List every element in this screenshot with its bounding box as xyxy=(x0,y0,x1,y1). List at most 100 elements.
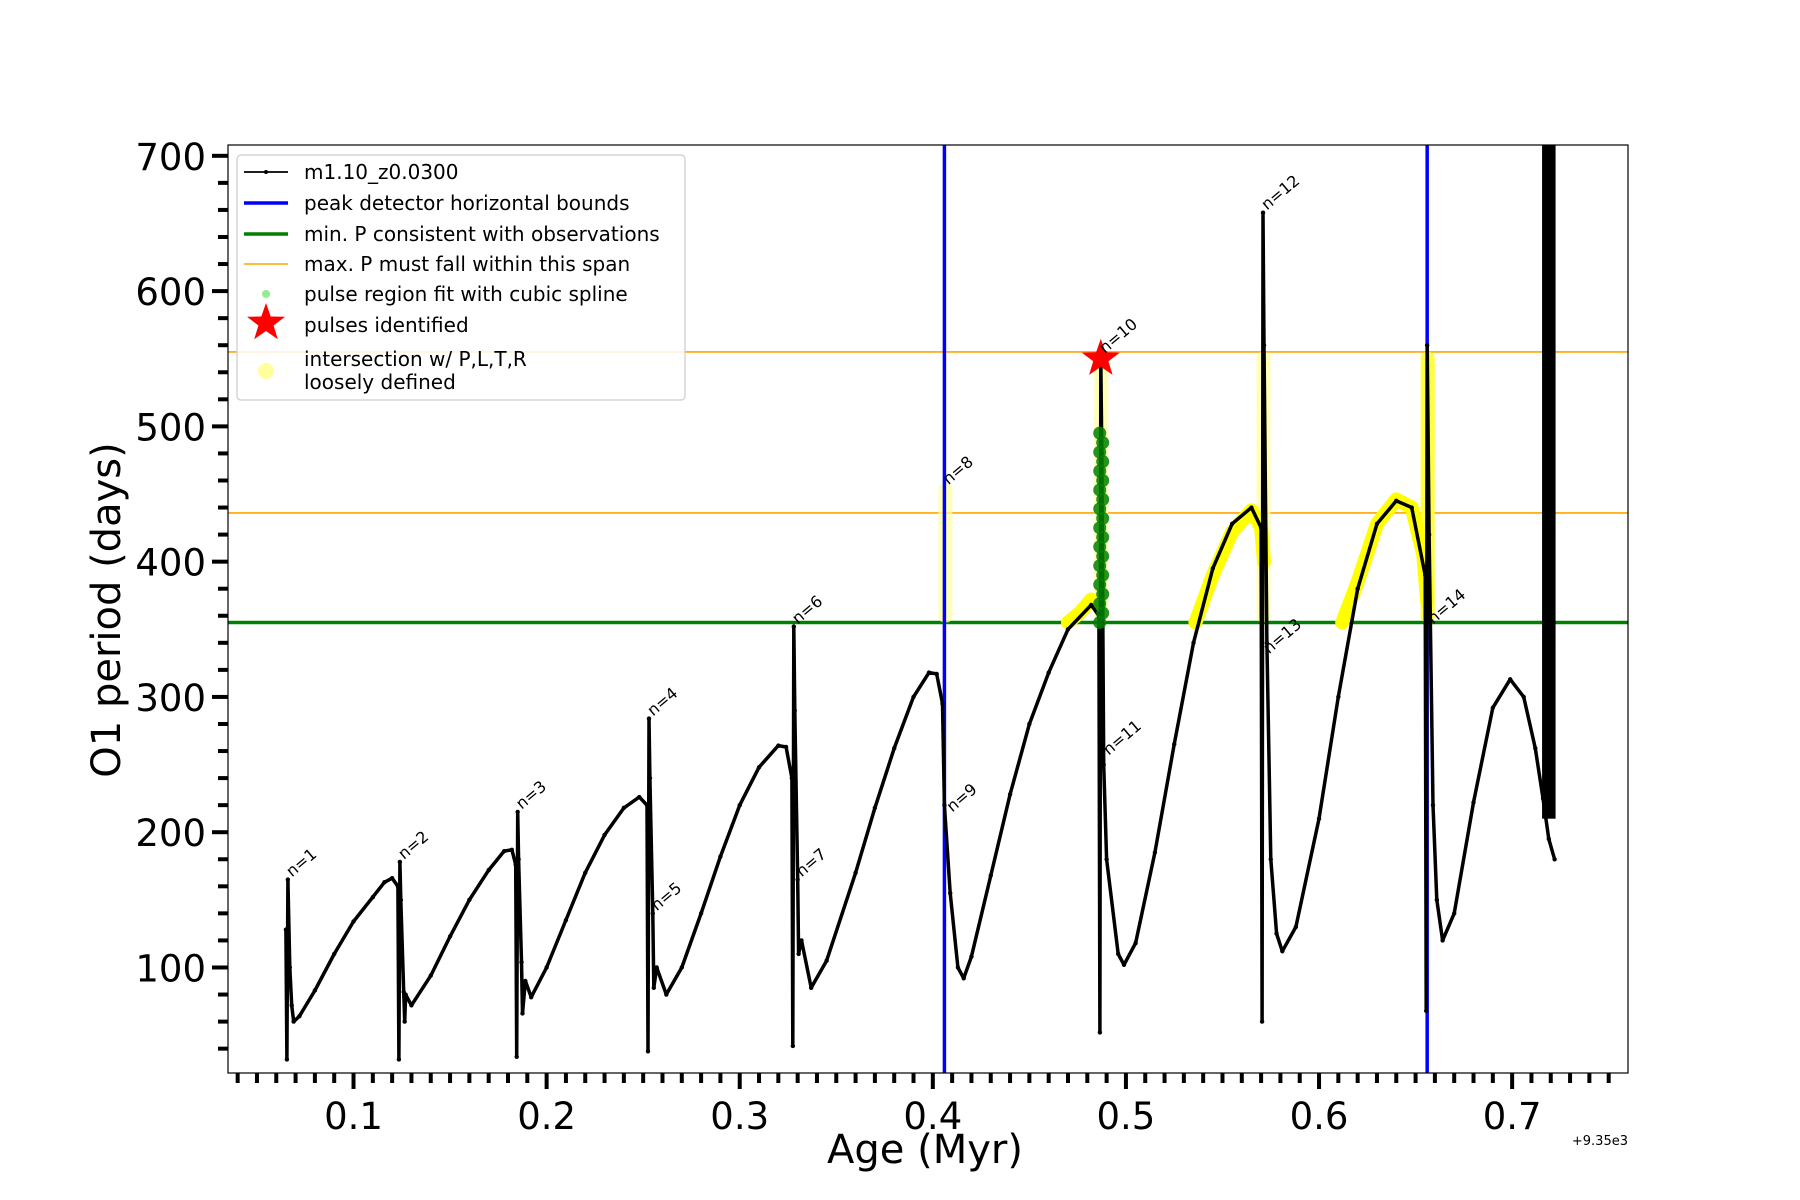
track-point-15 xyxy=(396,1057,402,1062)
track-point-4 xyxy=(287,965,292,970)
track-point-33 xyxy=(520,1011,525,1016)
x-tick-label-1: 0.1 xyxy=(324,1095,383,1138)
track-point-55 xyxy=(776,743,781,748)
track-point-43 xyxy=(645,1049,651,1054)
track-point-54 xyxy=(756,765,762,770)
y-tick-label-1: 100 xyxy=(135,947,206,990)
track-point-106 xyxy=(1280,949,1285,954)
legend-handle-6 xyxy=(247,303,285,340)
legend-label-7: intersection w/ P,L,T,R xyxy=(304,347,527,371)
track-point-29 xyxy=(514,1054,519,1059)
y-tick-label-3: 300 xyxy=(135,677,206,720)
track-point-99 xyxy=(1258,525,1264,531)
track-point-40 xyxy=(621,805,627,811)
x-offset-label: +9.35e3 xyxy=(1572,1134,1628,1149)
y-tick-label-2: 200 xyxy=(135,812,206,855)
track-point-46 xyxy=(650,911,656,916)
track-point-10 xyxy=(351,919,356,924)
track-point-90 xyxy=(1116,951,1121,957)
track-point-101 xyxy=(1260,210,1266,215)
x-tick-label-5: 0.5 xyxy=(1097,1095,1156,1138)
legend-handle-dot-1 xyxy=(264,170,268,174)
track-point-104 xyxy=(1268,857,1273,862)
track-point-116 xyxy=(1424,343,1430,348)
track-point-35 xyxy=(528,995,534,1000)
legend-label-7-line2: loosely defined xyxy=(304,370,456,394)
track-point-19 xyxy=(402,1019,407,1024)
legend-handle-7 xyxy=(258,363,274,379)
track-point-44 xyxy=(646,716,652,721)
track-point-47 xyxy=(651,985,656,990)
track-point-88 xyxy=(1101,762,1106,767)
track-point-77 xyxy=(969,954,974,959)
pulse-identified-star xyxy=(1081,338,1120,375)
track-point-63 xyxy=(799,938,804,943)
track-point-72 xyxy=(940,701,945,706)
track-point-98 xyxy=(1249,505,1254,510)
track-point-27 xyxy=(509,847,515,852)
track-point-70 xyxy=(926,670,932,675)
track-point-120 xyxy=(1440,938,1445,943)
track-point-5 xyxy=(289,1003,294,1008)
track-point-34 xyxy=(523,978,528,984)
track-point-26 xyxy=(501,848,507,854)
track-point-128 xyxy=(1546,836,1552,842)
track-point-114 xyxy=(1423,572,1428,578)
x-tick-label-6: 0.6 xyxy=(1290,1095,1349,1138)
legend-label-4: max. P must fall within this span xyxy=(304,252,630,276)
track-point-92 xyxy=(1133,940,1138,946)
track-point-52 xyxy=(718,854,723,859)
legend-label-2: peak detector horizontal bounds xyxy=(304,191,630,215)
track-point-93 xyxy=(1152,850,1158,855)
track-point-28 xyxy=(513,862,518,867)
track-point-12 xyxy=(382,880,387,885)
track-point-81 xyxy=(1046,670,1051,675)
track-point-105 xyxy=(1274,931,1279,936)
x-tick-label-7: 0.7 xyxy=(1483,1095,1542,1138)
track-point-57 xyxy=(789,775,795,781)
pulse-fit-point-21 xyxy=(1093,426,1107,440)
track-point-49 xyxy=(664,992,669,997)
x-tick-label-4: 0.4 xyxy=(903,1095,962,1138)
track-point-80 xyxy=(1027,721,1032,727)
track-point-97 xyxy=(1229,521,1235,526)
track-point-112 xyxy=(1394,498,1399,503)
y-tick-label-4: 400 xyxy=(135,542,206,585)
y-tick-label-6: 600 xyxy=(135,271,206,314)
track-point-51 xyxy=(698,911,704,916)
track-point-37 xyxy=(563,917,569,923)
x-tick-label-2: 0.2 xyxy=(517,1095,576,1138)
track-point-58 xyxy=(790,1043,796,1049)
track-point-100 xyxy=(1259,1019,1265,1024)
track-point-94 xyxy=(1172,742,1177,747)
track-spike xyxy=(1542,145,1556,819)
track-point-50 xyxy=(679,965,684,970)
track-point-96 xyxy=(1210,566,1216,571)
y-tick-label-7: 700 xyxy=(135,136,206,179)
track-point-125 xyxy=(1521,694,1526,700)
track-point-9 xyxy=(332,951,337,957)
track-point-3 xyxy=(285,877,291,882)
track-point-39 xyxy=(602,832,607,838)
track-point-36 xyxy=(544,965,549,970)
y-tick-label-5: 500 xyxy=(135,406,206,449)
track-point-82 xyxy=(1065,627,1071,632)
track-point-83 xyxy=(1088,602,1094,608)
track-point-64 xyxy=(808,985,814,990)
legend-label-6: pulses identified xyxy=(304,313,469,337)
track-point-22 xyxy=(428,973,433,978)
plot-frame xyxy=(227,144,1629,1074)
track-point-41 xyxy=(637,794,642,800)
track-point-16 xyxy=(397,859,403,865)
y-axis-label: O1 period (days) xyxy=(84,442,130,777)
track-point-23 xyxy=(447,934,453,939)
track-point-66 xyxy=(853,870,858,875)
track-point-62 xyxy=(796,951,801,957)
track-point-91 xyxy=(1121,962,1127,967)
track-point-56 xyxy=(783,744,789,750)
track-point-45 xyxy=(647,775,653,781)
track-point-42 xyxy=(644,802,650,808)
track-point-53 xyxy=(737,802,742,808)
